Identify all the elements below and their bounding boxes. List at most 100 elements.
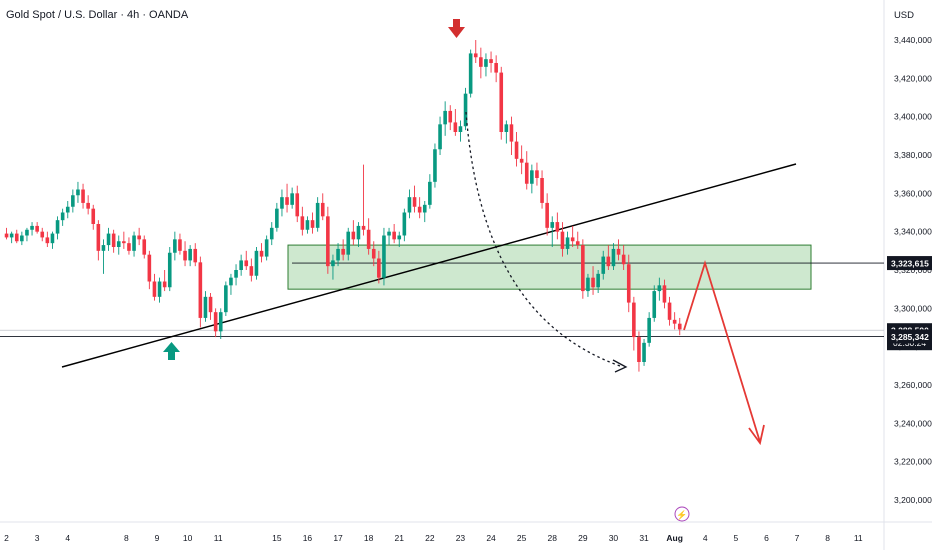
candle-body[interactable]	[412, 197, 417, 207]
candle-body[interactable]	[652, 291, 657, 318]
candle-body[interactable]	[397, 235, 402, 240]
candle-body[interactable]	[20, 235, 24, 242]
candle-body[interactable]	[326, 216, 330, 267]
candle-body[interactable]	[473, 53, 478, 58]
candle-body[interactable]	[137, 235, 141, 240]
candle-body[interactable]	[586, 277, 590, 292]
candle-body[interactable]	[428, 181, 432, 205]
candle-body[interactable]	[407, 197, 412, 213]
candle-body[interactable]	[30, 225, 34, 230]
candle-body[interactable]	[60, 212, 65, 221]
candle-body[interactable]	[672, 319, 677, 324]
candle-body[interactable]	[86, 202, 90, 209]
candle-body[interactable]	[14, 233, 19, 242]
candle-body[interactable]	[377, 258, 381, 278]
candle-body[interactable]	[55, 220, 60, 234]
candle-body[interactable]	[616, 248, 621, 255]
candle-body[interactable]	[162, 281, 167, 288]
candle-body[interactable]	[111, 233, 116, 247]
candle-body[interactable]	[479, 57, 483, 67]
forecast-path[interactable]	[683, 259, 761, 443]
candle-body[interactable]	[213, 312, 218, 332]
candle-body[interactable]	[535, 170, 539, 178]
candle-body[interactable]	[178, 239, 182, 251]
candle-body[interactable]	[116, 241, 121, 247]
candle-body[interactable]	[234, 270, 238, 278]
candle-body[interactable]	[667, 302, 672, 320]
candle-body[interactable]	[596, 273, 600, 288]
candle-body[interactable]	[295, 193, 300, 217]
candle-body[interactable]	[310, 220, 315, 228]
candle-body[interactable]	[448, 110, 453, 123]
candle-body[interactable]	[458, 126, 463, 132]
candle-body[interactable]	[519, 158, 524, 163]
candle-body[interactable]	[382, 235, 386, 278]
candle-body[interactable]	[621, 254, 626, 265]
candle-body[interactable]	[601, 256, 606, 274]
candle-body[interactable]	[152, 281, 157, 297]
candle-body[interactable]	[9, 233, 14, 238]
candle-body[interactable]	[218, 312, 223, 332]
candle-body[interactable]	[173, 239, 177, 253]
candle-body[interactable]	[183, 250, 187, 261]
candle-body[interactable]	[632, 302, 636, 338]
candle-body[interactable]	[25, 229, 29, 236]
candle-body[interactable]	[4, 233, 9, 238]
candle-body[interactable]	[642, 342, 646, 362]
candle-body[interactable]	[259, 250, 264, 257]
candle-body[interactable]	[239, 260, 243, 270]
candle-body[interactable]	[662, 285, 667, 303]
candle-body[interactable]	[637, 337, 641, 362]
candle-body[interactable]	[371, 248, 376, 259]
candle-body[interactable]	[570, 237, 575, 242]
candle-body[interactable]	[315, 202, 320, 228]
candle-body[interactable]	[433, 149, 437, 182]
candle-body[interactable]	[657, 285, 662, 292]
candle-body[interactable]	[147, 254, 152, 282]
candle-body[interactable]	[244, 260, 249, 267]
candle-body[interactable]	[591, 277, 595, 288]
candle-body[interactable]	[91, 208, 96, 224]
candle-body[interactable]	[575, 241, 580, 246]
candle-body[interactable]	[366, 229, 371, 249]
candle-body[interactable]	[494, 63, 498, 73]
candle-body[interactable]	[351, 231, 356, 240]
candle-body[interactable]	[290, 193, 294, 205]
candle-body[interactable]	[208, 296, 213, 313]
candle-body[interactable]	[581, 245, 585, 292]
candle-body[interactable]	[504, 124, 509, 132]
candle-body[interactable]	[188, 248, 192, 261]
candle-body[interactable]	[122, 241, 126, 244]
candle-body[interactable]	[305, 220, 310, 230]
candle-body[interactable]	[285, 197, 289, 205]
candle-body[interactable]	[106, 233, 111, 246]
candle-body[interactable]	[361, 225, 366, 230]
candle-body[interactable]	[509, 124, 514, 142]
candle-body[interactable]	[275, 208, 279, 228]
trendline[interactable]	[61, 163, 797, 368]
candle-body[interactable]	[45, 237, 50, 244]
candle-body[interactable]	[331, 260, 335, 267]
candle-body[interactable]	[677, 323, 682, 330]
candle-body[interactable]	[387, 231, 391, 236]
candle-body[interactable]	[463, 93, 468, 127]
candle-body[interactable]	[76, 189, 80, 196]
candle-body[interactable]	[269, 227, 274, 240]
candle-body[interactable]	[514, 141, 519, 159]
candle-body[interactable]	[280, 197, 284, 209]
candle-body[interactable]	[611, 248, 616, 267]
candle-body[interactable]	[193, 248, 198, 263]
candle-body[interactable]	[468, 53, 473, 94]
candle-body[interactable]	[229, 277, 233, 286]
candle-body[interactable]	[264, 239, 269, 257]
candle-body[interactable]	[203, 296, 208, 318]
candle-body[interactable]	[320, 202, 325, 217]
candle-body[interactable]	[96, 224, 101, 251]
candle-body[interactable]	[402, 212, 407, 236]
candle-body[interactable]	[555, 222, 560, 232]
event-marker[interactable]	[674, 506, 690, 522]
candle-body[interactable]	[560, 231, 565, 249]
candle-body[interactable]	[224, 285, 228, 313]
candle-body[interactable]	[132, 235, 136, 251]
